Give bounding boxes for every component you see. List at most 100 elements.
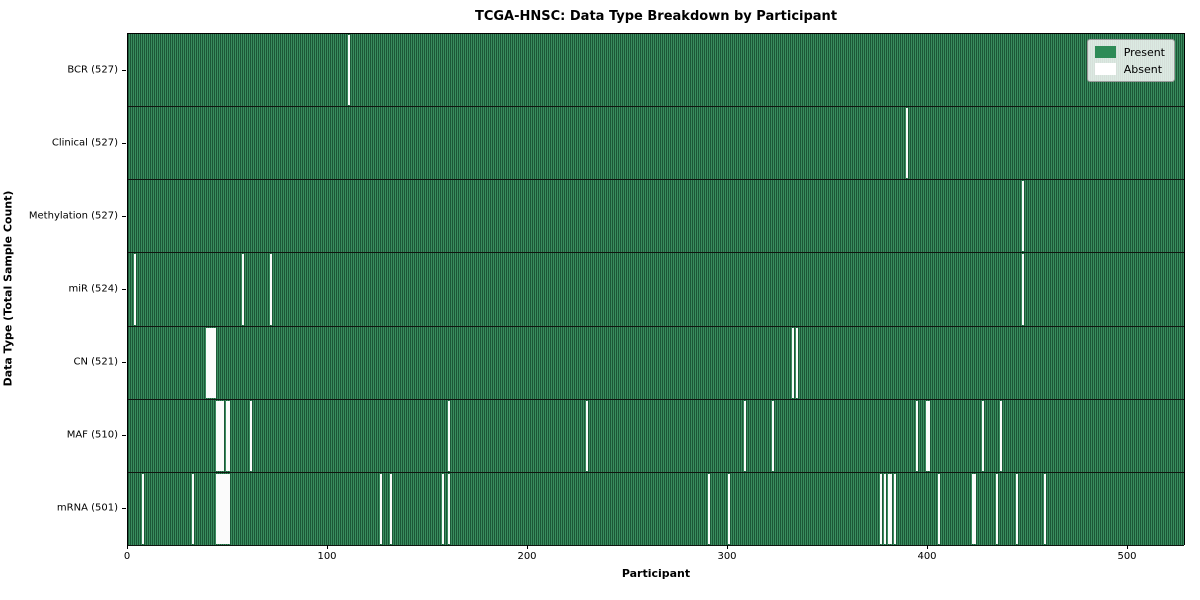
absent-mark-miR-447 <box>1022 254 1024 325</box>
present-swatch <box>1094 46 1116 58</box>
y-tick-mark <box>122 142 126 144</box>
x-tick-mark <box>527 545 528 549</box>
y-tick-label-CN: CN (521) <box>73 356 118 368</box>
absent-mark-MAF-322 <box>772 400 774 471</box>
absent-mark-MAF-436 <box>1000 400 1002 471</box>
absent-mark-MAF-160 <box>448 400 450 471</box>
absent-mark-CN-334 <box>796 327 798 398</box>
absent-mark-CN-42 <box>212 327 214 398</box>
absent-mark-mRNA-160 <box>448 473 450 544</box>
absent-mark-mRNA-32 <box>192 473 194 544</box>
heatmap-row-MAF <box>128 399 1184 473</box>
absent-mark-CN-332 <box>792 327 794 398</box>
absent-mark-mRNA-290 <box>708 473 710 544</box>
y-tick-label-BCR: BCR (527) <box>67 64 118 76</box>
absent-mark-mRNA-47 <box>222 473 224 544</box>
absent-mark-mRNA-423 <box>974 473 976 544</box>
legend-label-present: Present <box>1123 45 1165 59</box>
absent-mark-MAF-49 <box>226 400 228 471</box>
absent-mark-mRNA-381 <box>890 473 892 544</box>
absent-mark-CN-39 <box>206 327 208 398</box>
absent-mark-mRNA-434 <box>996 473 998 544</box>
absent-mark-BCR-110 <box>348 35 350 106</box>
absent-mark-mRNA-458 <box>1044 473 1046 544</box>
heatmap-row-Clinical <box>128 107 1184 181</box>
y-tick-label-MAF: MAF (510) <box>66 429 118 441</box>
heatmap-row-miR <box>128 253 1184 327</box>
absent-mark-mRNA-405 <box>938 473 940 544</box>
y-tick-mark <box>122 215 126 217</box>
absent-mark-CN-43 <box>214 327 216 398</box>
absent-mark-MAF-308 <box>744 400 746 471</box>
chart-title: TCGA-HNSC: Data Type Breakdown by Partic… <box>474 9 838 24</box>
absent-mark-mRNA-46 <box>220 473 222 544</box>
absent-mark-MAF-44 <box>216 400 218 471</box>
absent-mark-CN-41 <box>210 327 212 398</box>
absent-mark-mRNA-131 <box>390 473 392 544</box>
absent-mark-mRNA-378 <box>884 473 886 544</box>
absent-mark-mRNA-126 <box>380 473 382 544</box>
heatmap-row-Methylation <box>128 180 1184 254</box>
y-tick-mark <box>122 435 126 437</box>
x-tick-mark <box>127 545 128 549</box>
absent-mark-miR-71 <box>270 254 272 325</box>
absent-mark-MAF-50 <box>228 400 230 471</box>
absent-mark-MAF-46 <box>220 400 222 471</box>
absent-mark-MAF-400 <box>928 400 930 471</box>
x-tick-mark <box>327 545 328 549</box>
y-tick-mark <box>122 69 126 71</box>
absent-mark-mRNA-49 <box>226 473 228 544</box>
y-tick-mark <box>122 508 126 510</box>
absent-mark-miR-3 <box>134 254 136 325</box>
absent-mark-mRNA-300 <box>728 473 730 544</box>
heatmap-row-BCR <box>128 34 1184 108</box>
y-tick-label-miR: miR (524) <box>68 283 118 295</box>
x-tick-mark <box>927 545 928 549</box>
x-tick-label-200: 200 <box>517 551 537 562</box>
y-tick-mark <box>122 289 126 290</box>
absent-mark-MAF-47 <box>222 400 224 471</box>
x-tick-label-300: 300 <box>717 551 737 562</box>
heatmap-row-CN <box>128 326 1184 400</box>
absent-mark-mRNA-7 <box>142 473 144 544</box>
x-axis-label: Participant <box>621 567 691 580</box>
absent-swatch <box>1094 63 1116 75</box>
y-tick-label-mRNA: mRNA (501) <box>56 502 118 514</box>
x-tick-mark <box>727 545 728 549</box>
absent-mark-mRNA-45 <box>218 473 220 544</box>
y-tick-label-Clinical: Clinical (527) <box>51 137 118 149</box>
absent-mark-mRNA-422 <box>972 473 974 544</box>
legend-entry-absent: Absent <box>1094 62 1165 76</box>
absent-mark-Clinical-389 <box>906 108 908 179</box>
absent-mark-mRNA-380 <box>888 473 890 544</box>
x-tick-label-0: 0 <box>123 551 131 562</box>
absent-mark-MAF-229 <box>586 400 588 471</box>
absent-mark-mRNA-50 <box>228 473 230 544</box>
y-tick-mark <box>122 362 126 364</box>
x-tick-mark <box>1127 545 1128 549</box>
x-tick-label-500: 500 <box>1117 551 1137 562</box>
absent-mark-mRNA-157 <box>442 473 444 544</box>
y-tick-label-Methylation: Methylation (527) <box>28 210 118 222</box>
absent-mark-mRNA-376 <box>880 473 882 544</box>
legend: Present Absent <box>1086 39 1175 82</box>
absent-mark-MAF-394 <box>916 400 918 471</box>
absent-mark-MAF-399 <box>926 400 928 471</box>
heatmap-row-mRNA <box>128 472 1184 546</box>
absent-mark-MAF-427 <box>982 400 984 471</box>
absent-mark-mRNA-48 <box>224 473 226 544</box>
x-tick-label-400: 400 <box>917 551 937 562</box>
legend-label-absent: Absent <box>1123 62 1163 76</box>
absent-mark-Methylation-447 <box>1022 181 1024 252</box>
absent-mark-miR-57 <box>242 254 244 325</box>
absent-mark-CN-40 <box>208 327 210 398</box>
absent-mark-MAF-61 <box>250 400 252 471</box>
plot-area: Present Absent <box>127 33 1185 546</box>
legend-entry-present: Present <box>1094 45 1165 59</box>
absent-mark-mRNA-383 <box>894 473 896 544</box>
absent-mark-MAF-45 <box>218 400 220 471</box>
x-tick-label-100: 100 <box>317 551 337 562</box>
absent-mark-mRNA-444 <box>1016 473 1018 544</box>
absent-mark-mRNA-44 <box>216 473 218 544</box>
